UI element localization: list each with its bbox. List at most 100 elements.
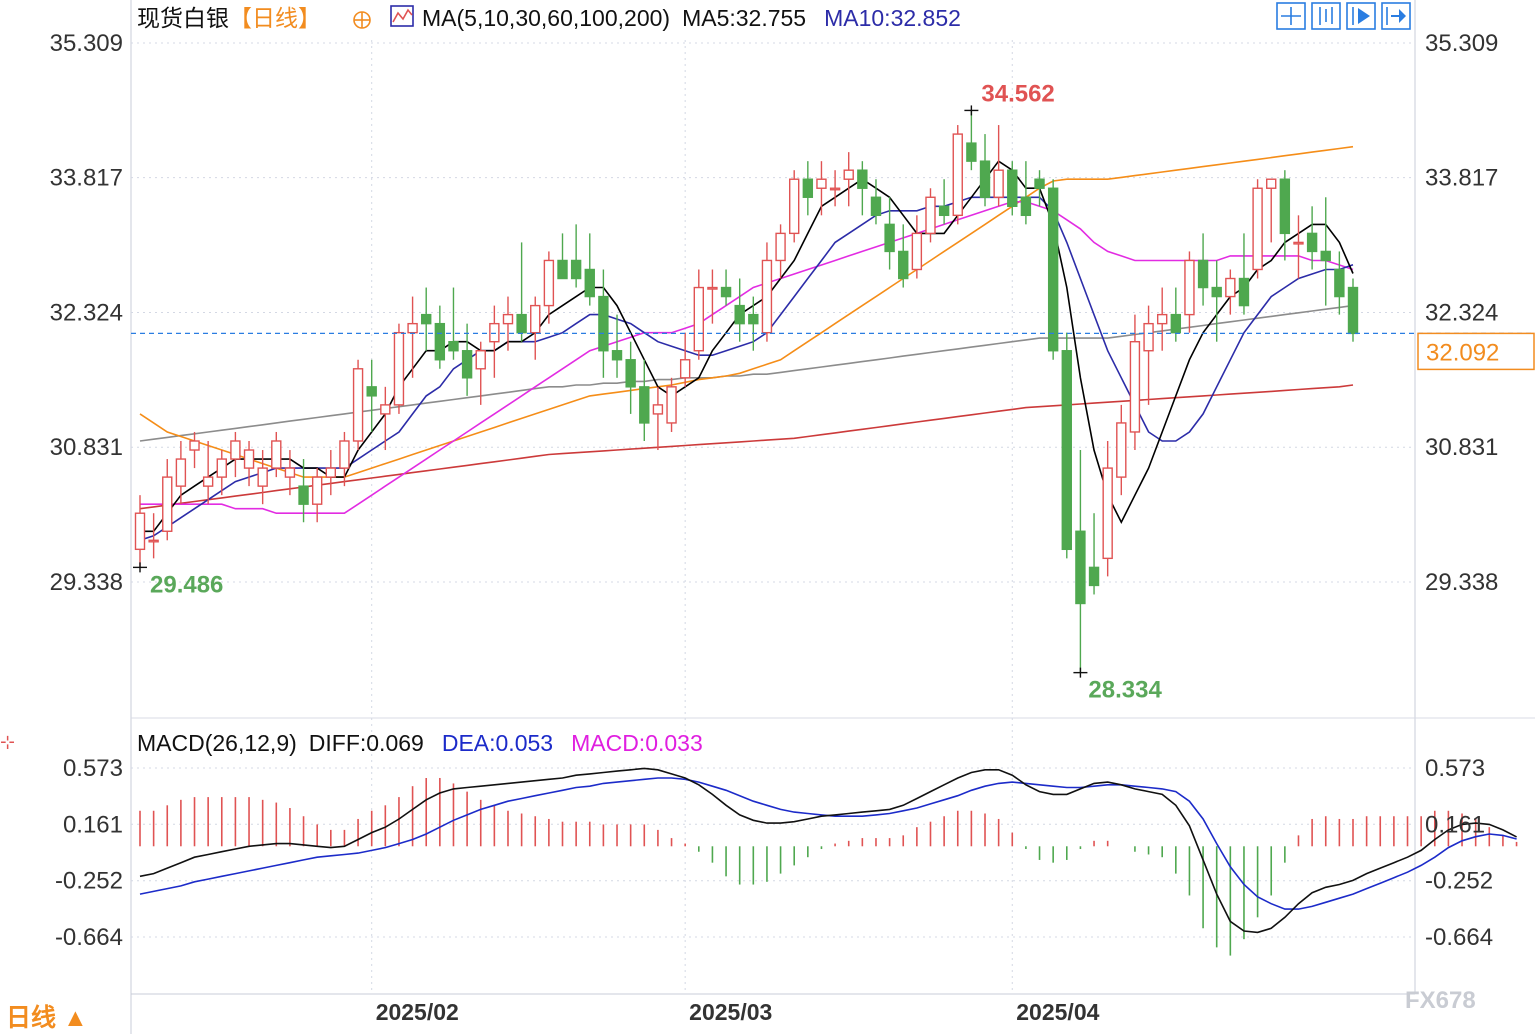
candle-body — [1047, 187, 1059, 352]
macd-lines — [139, 767, 1517, 934]
candle-body — [530, 304, 541, 334]
candle-body — [1034, 178, 1045, 189]
candle-up — [829, 170, 841, 207]
candle-body — [311, 476, 323, 505]
candle-body — [666, 386, 677, 424]
candle-body — [707, 286, 718, 290]
candle-down — [584, 233, 595, 306]
candle-body — [748, 313, 759, 325]
candle-down — [1347, 278, 1359, 342]
price-tick-label-left: 33.817 — [50, 165, 123, 192]
ma30-line — [140, 201, 1354, 515]
candle-up — [543, 251, 555, 324]
candle-body — [611, 350, 623, 361]
candle-body — [1279, 178, 1291, 235]
candle-body — [393, 331, 405, 406]
macd-tick-label-right: 0.573 — [1425, 755, 1485, 782]
candle-body — [516, 313, 527, 334]
candle-up — [1116, 404, 1127, 496]
ma-params: MA(5,10,30,60,100,200) — [422, 5, 670, 31]
candle-body — [938, 205, 950, 217]
candle-down — [570, 224, 582, 288]
candle-body — [1197, 259, 1209, 289]
candle-down — [938, 179, 950, 225]
watermark: FX678 — [1405, 987, 1476, 1014]
candle-up — [789, 170, 800, 243]
candle-body — [598, 295, 609, 352]
candle-down — [516, 242, 527, 342]
candle-body — [202, 476, 214, 487]
diff-value: DIFF:0.069 — [309, 730, 424, 756]
candle-body — [1334, 268, 1345, 298]
candle-body — [1129, 341, 1141, 433]
candle-up — [243, 440, 255, 487]
candle-down — [720, 269, 732, 306]
symbol-name: 现货白银 — [137, 5, 229, 31]
candle-down — [598, 269, 609, 378]
dea-value: DEA:0.053 — [442, 730, 553, 756]
macd-tick-label-right: 0.161 — [1425, 811, 1485, 838]
candle-up — [489, 305, 500, 378]
price-tick-label-left: 32.324 — [50, 299, 123, 326]
candle-style-icon[interactable] — [1311, 2, 1341, 30]
date-tick-label: 2025/04 — [1016, 999, 1099, 1025]
candle-up — [1129, 314, 1141, 451]
candle-body — [284, 467, 296, 478]
zoom-fit-icon[interactable] — [1276, 2, 1306, 30]
candle-down — [898, 224, 909, 288]
period-label[interactable]: 【日线】 — [229, 5, 321, 31]
candle-down — [1334, 251, 1345, 315]
candle-body — [298, 485, 309, 505]
candle-down — [979, 134, 991, 207]
candle-up — [1184, 251, 1195, 333]
candle-down — [966, 110, 977, 171]
candle-up — [134, 495, 146, 568]
chart-header: 现货白银【日线】 — [137, 5, 321, 31]
candle-up — [352, 359, 364, 451]
candle-body — [679, 359, 691, 379]
candle-body — [1320, 250, 1331, 262]
candle-body — [1238, 277, 1250, 307]
candle-up — [816, 161, 827, 216]
add-indicator-icon[interactable] — [353, 11, 371, 29]
play-back-icon[interactable] — [1346, 2, 1376, 30]
candle-down — [1007, 161, 1018, 216]
candle-body — [775, 232, 786, 262]
macd-params: MACD(26,12,9) — [137, 730, 297, 756]
candle-up — [775, 224, 786, 279]
candle-up — [952, 125, 963, 225]
high-annotation: 34.562 — [981, 80, 1054, 107]
price-tick-label-left: 30.831 — [50, 434, 123, 461]
candle-body — [993, 169, 1004, 198]
period-switch-button[interactable]: 日线 ▲ — [6, 1003, 88, 1032]
price-tick-label-right: 33.817 — [1425, 165, 1498, 192]
candle-down — [734, 278, 745, 342]
candle-down — [802, 161, 814, 216]
candle-down — [1320, 197, 1331, 306]
macd-settings-icon[interactable]: ⊹ — [0, 732, 15, 752]
macd-tick-label-left: 0.161 — [63, 811, 123, 838]
candle-down — [1238, 233, 1250, 315]
candle-body — [979, 160, 991, 198]
candle-body — [734, 304, 745, 325]
candle-body — [366, 386, 377, 397]
candle-body — [489, 322, 500, 343]
candle-up — [325, 450, 337, 496]
jump-latest-icon[interactable] — [1381, 2, 1411, 30]
ma-indicator-icon[interactable] — [390, 5, 414, 27]
candle-down — [748, 296, 759, 351]
candle-up — [652, 386, 664, 451]
candle-body — [421, 313, 432, 325]
candle-up — [1102, 440, 1113, 577]
candle-body — [380, 404, 391, 415]
candle-body — [1143, 322, 1154, 352]
candlesticks — [134, 110, 1359, 673]
candle-down — [448, 287, 459, 360]
candle-body — [1156, 313, 1168, 325]
candle-body — [352, 368, 364, 442]
candle-up — [925, 188, 936, 243]
candle-body — [652, 404, 664, 415]
candle-body — [1170, 313, 1182, 334]
candle-up — [693, 269, 704, 360]
